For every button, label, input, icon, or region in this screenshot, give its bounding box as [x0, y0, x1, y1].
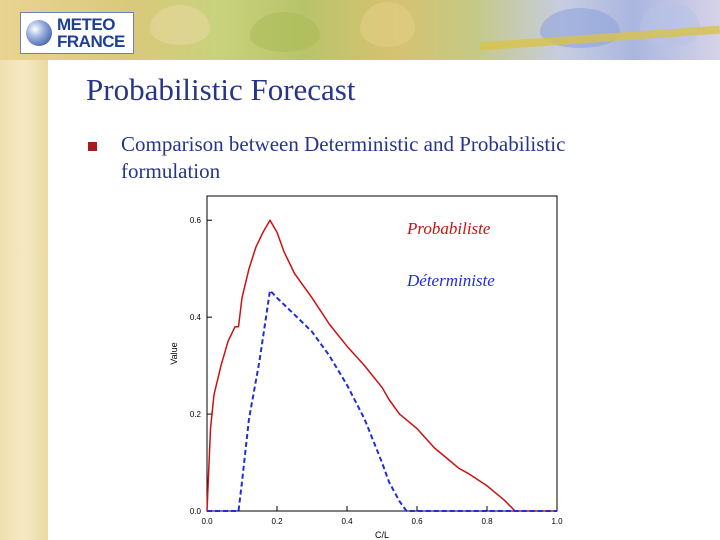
x-tick-label: 0.4 — [341, 517, 353, 526]
legend-label-1: Probabiliste — [406, 219, 491, 238]
bullet-square-icon — [88, 142, 97, 151]
chart: 0.0 0.2 0.4 0.6 0.8 1.0 0.0 0.2 0.4 0.6 C/L Value Pr… — [169, 195, 563, 540]
y-tick-label: 0.4 — [190, 313, 202, 322]
leaf-decoration — [360, 2, 415, 47]
y-axis-label: Value — [169, 342, 179, 364]
x-tick-label: 0.6 — [411, 517, 423, 526]
series-line-2 — [207, 289, 557, 512]
y-tick-label: 0.0 — [190, 507, 202, 516]
series-line-1 — [206, 219, 557, 512]
x-tick-label: 0.2 — [271, 517, 283, 526]
x-axis-label: C/L — [375, 530, 389, 540]
y-tick-label: 0.6 — [190, 216, 202, 225]
x-tick-label: 1.0 — [551, 517, 563, 526]
logo-line-1: METEO — [57, 15, 115, 34]
x-tick-label: 0.8 — [481, 517, 493, 526]
parchment-border — [0, 0, 48, 540]
y-tick-label: 0.2 — [190, 410, 202, 419]
logo-line-2: FRANCE — [57, 32, 125, 51]
leaf-decoration — [250, 12, 320, 52]
meteo-france-logo: METEO FRANCE — [20, 12, 134, 54]
legend-label-2: Déterministe — [406, 271, 495, 290]
logo-text: METEO FRANCE — [57, 16, 133, 50]
bullet-text: Comparison between Deterministic and Pro… — [121, 132, 566, 183]
leaf-decoration — [150, 5, 210, 45]
globe-icon — [26, 20, 52, 46]
plot-frame — [206, 195, 558, 512]
slide-title: Probabilistic Forecast — [86, 72, 356, 107]
x-tick-label: 0.0 — [201, 517, 213, 526]
leaf-decoration — [640, 2, 700, 47]
